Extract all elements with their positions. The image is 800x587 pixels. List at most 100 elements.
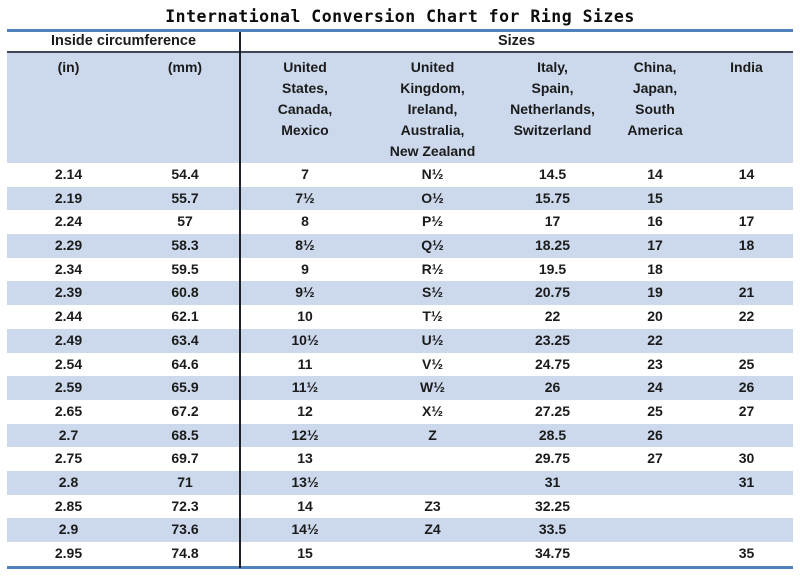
table-cell: 62.1 [171, 308, 199, 325]
table-cell: 32.25 [534, 497, 571, 514]
table-cell: Z3 [424, 497, 441, 514]
table-cell: 2.19 [54, 189, 83, 206]
table-cell: 8 [301, 213, 309, 230]
table-cell: 33.5 [538, 521, 567, 538]
table-cell: 67.2 [171, 402, 199, 419]
table-cell: 73.6 [171, 521, 199, 538]
table-cell: 18 [647, 260, 663, 277]
table-cell [700, 495, 793, 519]
table-cell: 22 [647, 331, 663, 348]
table-body: 2.14 54.4 7 N½ 14.5 14 14 2.19 55.7 7½ O½ 15.75 15 2.… [7, 163, 793, 566]
table-cell: 9½ [295, 284, 315, 301]
column-header: (mm) [167, 59, 203, 75]
table-cell: Z [428, 426, 437, 443]
table-cell [610, 542, 700, 566]
table-cell: 65.9 [171, 379, 199, 396]
table-cell: O½ [421, 189, 444, 206]
table-cell [610, 471, 700, 495]
table-cell [370, 447, 495, 471]
bottom-rule [7, 565, 793, 569]
table-cell: 2.85 [54, 497, 83, 514]
table-cell: 19 [647, 284, 663, 301]
table-cell: 26 [647, 426, 663, 443]
table-row: 2.34 59.5 9 R½ 19.5 18 [7, 257, 793, 282]
table-cell: 16 [647, 213, 663, 230]
table-cell [700, 258, 793, 282]
header-rule [7, 51, 793, 53]
table-cell: 34.75 [534, 545, 571, 561]
table-cell: 2.29 [54, 237, 83, 254]
table-row: 2.8 71 13½ 31 31 [7, 470, 793, 495]
column-header: United Kingdom, Ireland, Australia, New … [389, 59, 476, 159]
column-header: China, Japan, South America [627, 59, 683, 138]
column-header-row: (in) (mm) United States, Canada, Mexico Uni… [7, 53, 793, 163]
top-rule [7, 29, 793, 32]
table-row: 2.75 69.7 13 29.75 27 30 [7, 447, 793, 471]
table-cell: 57 [177, 213, 193, 230]
table-cell: 60.8 [171, 284, 199, 301]
table-cell [610, 518, 700, 542]
table-cell: 12 [297, 402, 313, 419]
table-cell: 2.44 [54, 308, 83, 325]
table-cell: 17 [544, 213, 561, 230]
table-cell: 15 [297, 545, 313, 561]
table-cell: 13 [297, 450, 313, 467]
group-header-row: Inside circumference Sizes [7, 32, 793, 51]
table-cell: 13½ [291, 473, 319, 490]
table-cell: 24 [647, 379, 663, 396]
table-cell: 20 [647, 308, 663, 325]
table-cell: 2.54 [54, 355, 83, 372]
table-cell: 2.34 [54, 260, 83, 277]
table-cell: 17 [647, 237, 663, 254]
table-cell: 7 [301, 166, 309, 182]
table-cell: 21 [738, 284, 755, 301]
table-cell [700, 329, 793, 353]
table-cell: 27 [647, 450, 663, 467]
column-header: Italy, Spain, Netherlands, Switzerland [510, 59, 595, 138]
table-cell: 14.5 [538, 166, 567, 182]
table-row: 2.95 74.8 15 34.75 35 [7, 542, 793, 566]
table-cell: 2.14 [54, 166, 83, 182]
table-cell: 26 [544, 379, 561, 396]
table-cell [610, 495, 700, 519]
table-cell [700, 424, 793, 448]
table-cell: 22 [544, 308, 561, 325]
table-row: 2.59 65.9 11½ W½ 26 24 26 [7, 376, 793, 400]
table-cell: 31 [738, 473, 755, 490]
table-cell: 2.7 [58, 426, 79, 443]
table-cell: W½ [420, 379, 445, 396]
table-cell: 74.8 [171, 545, 199, 561]
table-cell: 17 [738, 213, 755, 230]
table-row: 2.24 57 8 P½ 17 16 17 [7, 210, 793, 235]
table-cell: 14 [297, 497, 313, 514]
table-row: 2.9 73.6 14½ Z4 33.5 [7, 518, 793, 542]
table-row: 2.19 55.7 7½ O½ 15.75 15 [7, 186, 793, 211]
table-cell: 7½ [295, 189, 315, 206]
table-cell: 18.25 [534, 237, 571, 254]
table-row: 2.85 72.3 14 Z3 32.25 [7, 494, 793, 519]
column-header: (in) [57, 59, 80, 75]
table-cell: 2.9 [58, 521, 79, 538]
table-cell: 2.59 [54, 379, 83, 396]
table-cell: 14 [647, 166, 663, 182]
table-cell: 58.3 [171, 237, 199, 254]
table-cell: 2.95 [54, 545, 83, 561]
table-cell: 25 [647, 402, 663, 419]
table-cell [700, 187, 793, 211]
table-cell: 18 [738, 237, 755, 254]
table-cell: 19.5 [538, 260, 567, 277]
table-cell: 55.7 [171, 189, 199, 206]
table-cell: 2.24 [54, 213, 83, 230]
group-header-sizes: Sizes [497, 33, 536, 49]
table-cell: P½ [421, 213, 443, 230]
conversion-table: Inside circumference Sizes (in) (mm) Unite… [7, 29, 793, 569]
table-row: 2.14 54.4 7 N½ 14.5 14 14 [7, 163, 793, 187]
table-cell: 2.39 [54, 284, 83, 301]
table-cell: 28.5 [538, 426, 567, 443]
table-cell [700, 518, 793, 542]
table-cell: Q½ [421, 237, 444, 254]
table-cell [370, 542, 495, 566]
table-cell [370, 471, 495, 495]
table-row: 2.7 68.5 12½ Z 28.5 26 [7, 423, 793, 448]
table-cell: T½ [422, 308, 443, 325]
